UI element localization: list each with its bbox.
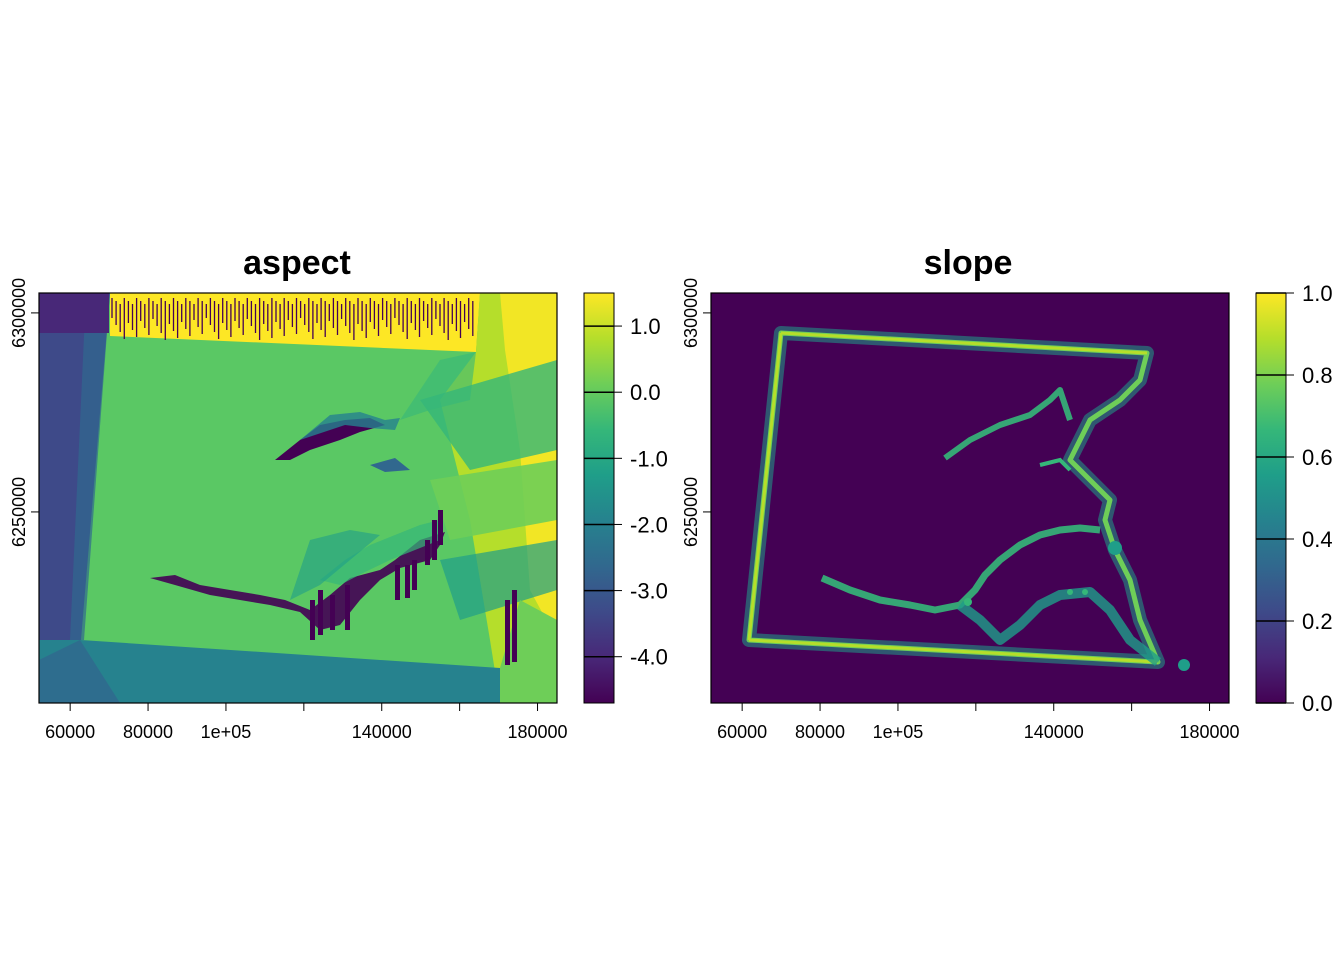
- aspect-spike: [438, 510, 443, 545]
- slope-northern-fjord: [943, 387, 1073, 461]
- aspect-x-axis: 60000 80000 1e+05 140000 180000: [45, 703, 568, 742]
- slope-panel: slope 60000 80000 1e+05 140000 180000 625000…: [681, 244, 1333, 742]
- aspect-northern-inlet: [275, 418, 385, 460]
- aspect-east-band-3: [440, 540, 557, 620]
- slope-x-axis: 60000 80000 1e+05 140000 180000: [717, 703, 1240, 742]
- aspect-east-band-2: [430, 460, 557, 540]
- slope-y-tick-label: 6300000: [681, 278, 701, 348]
- aspect-northwest-corner: [39, 293, 109, 333]
- slope-legend-label: 0.2: [1302, 609, 1333, 634]
- slope-island-3: [1067, 589, 1073, 595]
- slope-legend-label: 0.0: [1302, 691, 1333, 716]
- aspect-spike: [405, 565, 410, 598]
- slope-legend-colorbar: [1256, 293, 1286, 703]
- slope-x-tick-label: 140000: [1024, 722, 1084, 742]
- slope-x-tick-label: 80000: [795, 722, 845, 742]
- slope-x-tick-label: 60000: [717, 722, 767, 742]
- slope-island-5: [964, 598, 972, 606]
- slope-boundary-line: [746, 330, 1161, 665]
- slope-legend-ticks: 1.0 0.8 0.6 0.4 0.2 0.0: [1255, 281, 1333, 716]
- aspect-legend-label: 0.0: [630, 380, 661, 405]
- aspect-legend-colorbar: [584, 293, 614, 703]
- slope-x-tick-label: 1e+05: [873, 722, 924, 742]
- aspect-legend-frame: [583, 292, 615, 704]
- aspect-y-tick-label: 6300000: [9, 278, 29, 348]
- aspect-vertical-spikes: [310, 510, 517, 665]
- slope-southern-fjord: [820, 524, 1101, 614]
- slope-plot-frame: [710, 292, 1230, 704]
- slope-island-4: [1082, 589, 1088, 595]
- aspect-legend-ticks: 1.0 0.0 -1.0 -2.0 -3.0 -4.0: [583, 292, 668, 704]
- aspect-plot-frame: [38, 292, 558, 704]
- slope-north-edge: [780, 331, 1148, 355]
- slope-island-2: [1178, 659, 1190, 671]
- slope-y-tick-label: 6250000: [681, 477, 701, 547]
- aspect-spike: [345, 585, 350, 630]
- aspect-ridge-fan-1: [290, 530, 380, 600]
- slope-y-axis: 6250000 6300000: [681, 278, 711, 547]
- aspect-inlet-spot: [370, 458, 410, 472]
- aspect-spike: [432, 520, 437, 560]
- aspect-south-edge: [39, 640, 500, 703]
- slope-raster: [711, 293, 1229, 703]
- slope-south-edge: [748, 638, 1159, 664]
- slope-island-1: [1108, 541, 1122, 555]
- aspect-west-edge-shade: [70, 293, 110, 640]
- slope-legend-label: 1.0: [1302, 281, 1333, 306]
- aspect-legend: 1.0 0.0 -1.0 -2.0 -3.0 -4.0: [583, 292, 668, 704]
- aspect-x-tick-label: 1e+05: [201, 722, 252, 742]
- aspect-y-tick-label: 6250000: [9, 477, 29, 547]
- slope-legend-label: 0.8: [1302, 363, 1333, 388]
- aspect-east-band-1: [420, 360, 557, 470]
- aspect-x-tick-label: 180000: [507, 722, 567, 742]
- aspect-southwest-corner: [39, 640, 120, 703]
- aspect-spike: [412, 560, 417, 590]
- slope-southern-shore: [957, 587, 1162, 666]
- slope-legend: 1.0 0.8 0.6 0.4 0.2 0.0: [1255, 281, 1333, 716]
- aspect-southern-inlet-edge: [320, 520, 440, 585]
- aspect-north-stripe-lines: [111, 298, 474, 340]
- aspect-northern-inlet-edge: [300, 412, 400, 440]
- aspect-southern-inlet: [150, 532, 445, 630]
- aspect-panel: aspect: [9, 244, 668, 742]
- aspect-spike: [330, 595, 335, 630]
- aspect-spike: [505, 600, 510, 665]
- aspect-x-tick-label: 60000: [45, 722, 95, 742]
- slope-legend-label: 0.4: [1302, 527, 1333, 552]
- slope-legend-label: 0.6: [1302, 445, 1333, 470]
- aspect-legend-label: -2.0: [630, 512, 668, 537]
- aspect-ridge-fan-2: [400, 352, 476, 420]
- aspect-y-axis: 6250000 6300000: [9, 278, 39, 547]
- aspect-spike: [425, 540, 430, 565]
- aspect-spike: [310, 600, 315, 640]
- aspect-legend-label: -4.0: [630, 645, 668, 670]
- slope-title: slope: [924, 244, 1013, 282]
- aspect-legend-label: -1.0: [630, 446, 668, 471]
- aspect-spike: [512, 590, 517, 662]
- slope-west-edge: [747, 332, 783, 641]
- aspect-x-tick-label: 80000: [123, 722, 173, 742]
- aspect-raster: [39, 293, 557, 703]
- aspect-legend-label: 1.0: [630, 314, 661, 339]
- slope-x-tick-label: 180000: [1179, 722, 1239, 742]
- aspect-spike: [318, 590, 323, 635]
- aspect-x-tick-label: 140000: [352, 722, 412, 742]
- aspect-legend-label: -3.0: [630, 579, 668, 604]
- slope-legend-frame: [1255, 292, 1287, 704]
- aspect-title: aspect: [243, 244, 351, 282]
- aspect-spike: [395, 565, 400, 600]
- slope-fjord-branch: [1039, 457, 1072, 472]
